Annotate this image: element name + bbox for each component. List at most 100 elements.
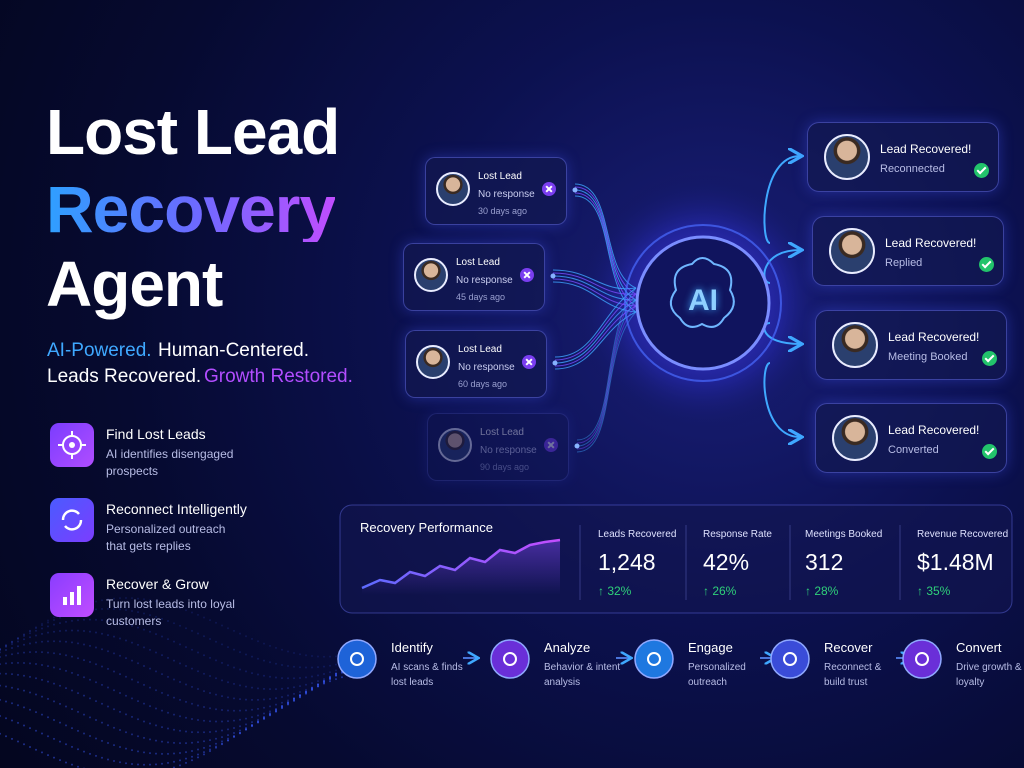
wave-dot [77,629,79,632]
wave-dot [269,712,271,715]
wave-dot [179,681,181,684]
wave-dot [137,662,139,665]
wave-dot [11,737,13,740]
wave-dot [95,646,97,649]
wave-dot [53,652,55,655]
wave-dot [35,627,37,630]
wave-dot [197,748,199,751]
wave-dot [185,730,187,733]
wave-dot [77,619,79,622]
wave-dot [161,762,163,765]
wave-dot [197,613,199,616]
step-description: Drive growth & loyalty [956,662,1022,688]
wave-dot [215,677,217,680]
wave-dot [167,656,169,659]
wave-dot [179,759,181,762]
wave-dot [215,693,217,696]
wave-dot [5,654,7,657]
wave-dot [161,617,163,620]
metric-label: Meetings Booked [805,529,883,540]
wave-dot [137,681,139,684]
wave-dot [335,678,337,681]
wave-dot [221,624,223,627]
wave-dot [227,709,229,712]
wave-dot [83,676,85,679]
wave-dot [101,619,103,622]
wave-dot [131,624,133,627]
wave-dot [263,698,265,701]
wave-dot [281,706,283,709]
wave-dot [335,672,337,675]
wave-dot [299,696,301,699]
wave-dot [149,686,151,689]
wave-dot [323,672,325,675]
wave-dot [17,740,19,743]
wave-dot [221,743,223,746]
wave-dot [107,634,109,637]
wave-dot [59,630,61,633]
wave-dot [59,740,61,743]
wave-dot [257,720,259,723]
wave-dot [95,719,97,722]
wave-dot [77,642,79,645]
wave-dot [179,751,181,754]
wave-dot [137,750,139,753]
wave-dot [125,762,127,765]
wave-dot [17,637,19,640]
wave-dot [71,763,73,766]
wave-dot [311,686,313,689]
wave-dot [41,678,43,681]
wave-dot [203,635,205,638]
step-glyph [647,652,661,666]
wave-dot [233,726,235,729]
wave-dot [299,696,301,699]
metric-separators [579,525,901,600]
wave-dot [317,684,319,687]
wave-dot [275,703,277,706]
wave-dot [11,686,13,689]
wave-dot [251,716,253,719]
wave-dot [35,748,37,751]
wave-dot [17,661,19,664]
wave-dot [5,717,7,720]
wave-dot [119,654,121,657]
wave-dot [167,741,169,744]
wave-dot [95,631,97,634]
wave-dot [47,651,49,654]
x-badge [542,182,556,196]
wave-dot [59,653,61,656]
wave-dot [173,713,175,716]
wave-dot [0,651,1,654]
wave-dot [95,663,97,666]
wave-dot [191,685,193,688]
wave-dot [239,684,241,687]
wave-dot [185,683,187,686]
wave-dot [107,619,109,622]
recovered-title: Lead Recovered! [880,142,972,156]
wave-dot [215,730,217,733]
wave-dot [125,623,127,626]
recovered-card: Lead Recovered! Replied [812,216,1004,286]
wave-dot [257,721,259,724]
wave-dot [5,645,7,648]
wave-dot [47,625,49,628]
wave-dot [215,737,217,740]
wave-dot [47,640,49,643]
wave-dot [89,644,91,647]
wave-dot [53,640,55,643]
wave-dot [29,629,31,632]
ai-ring [635,235,771,371]
feature-title: Reconnect Intelligently [106,501,247,517]
wave-dot [239,731,241,734]
wave-dot [179,764,181,767]
step-icon [490,639,530,679]
wave-dot [41,627,43,630]
wave-dot [89,716,91,719]
wave-dot [323,679,325,682]
wave-dot [131,697,133,700]
wave-dot [0,647,1,650]
wave-dot [29,630,31,633]
wave-dot [275,709,277,712]
wave-dot [107,686,109,689]
wave-dot [305,691,307,694]
